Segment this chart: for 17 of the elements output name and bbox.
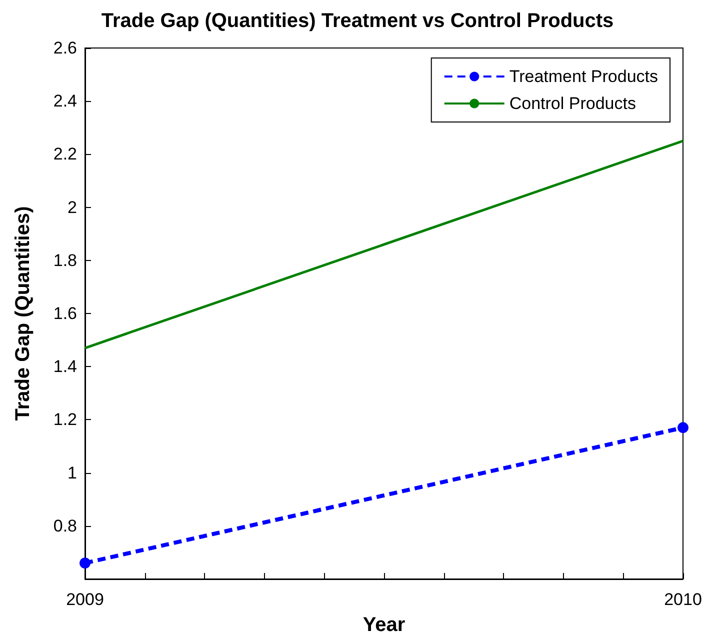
y-tick-label: 1.6 xyxy=(53,304,77,323)
legend-label: Treatment Products xyxy=(509,67,658,86)
y-tick-label: 2.2 xyxy=(53,144,77,164)
y-tick-label: 1.2 xyxy=(53,410,77,430)
legend-label: Control Products xyxy=(509,94,636,113)
x-tick-label: 2009 xyxy=(66,590,104,609)
y-tick-label: 2.6 xyxy=(53,38,77,58)
y-tick-label: 0.8 xyxy=(53,516,77,536)
y-tick-label: 1.4 xyxy=(53,357,77,376)
y-tick-label: 1.8 xyxy=(53,250,77,270)
x-axis-title: Year xyxy=(362,614,406,636)
x-tick-label: 2010 xyxy=(664,590,702,609)
y-tick-label: 2 xyxy=(68,198,77,217)
y-axis-title: Trade Gap (Quantities) xyxy=(12,206,34,421)
chart-title: Trade Gap (Quantities) Treatment vs Control Products xyxy=(101,10,614,32)
y-tick-label: 2.4 xyxy=(53,92,77,111)
y-tick-label: 1 xyxy=(68,463,77,482)
